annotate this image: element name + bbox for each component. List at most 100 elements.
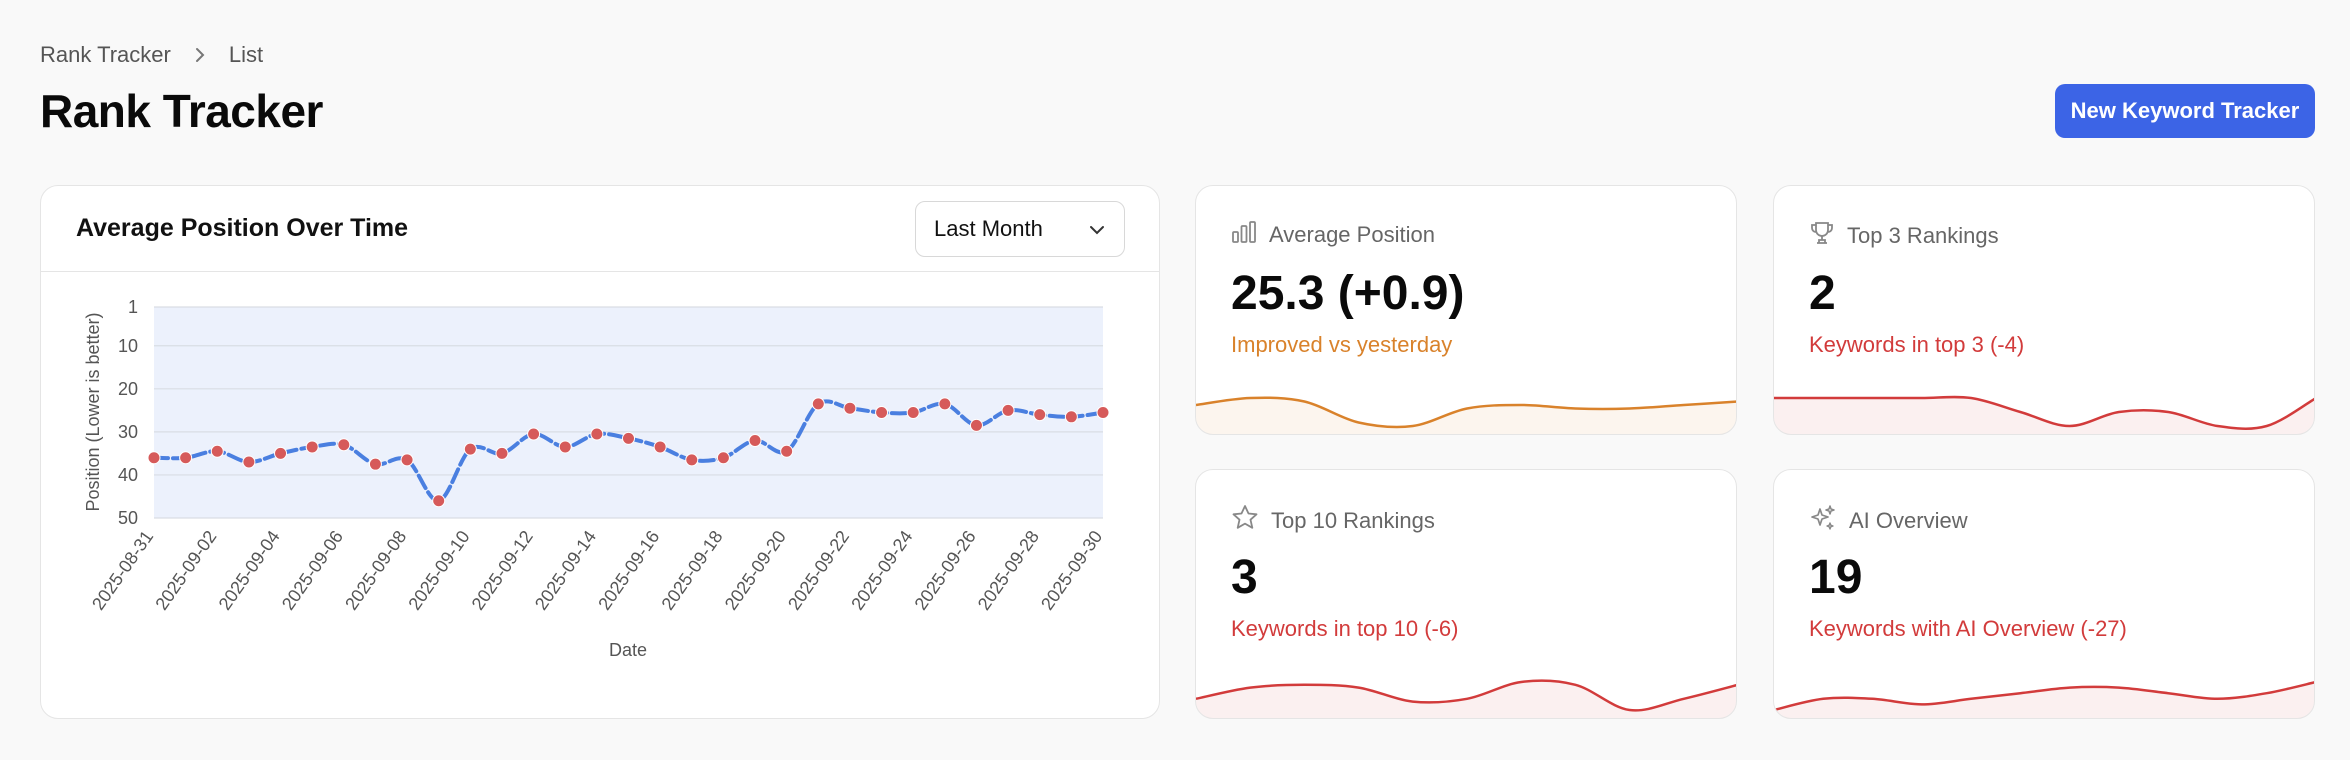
data-point: [653, 440, 667, 454]
average-position-chart-card: Average Position Over Time Last Month 1 1…: [40, 185, 1160, 719]
data-point: [590, 427, 604, 441]
data-point: [432, 494, 446, 508]
stat-card-top-3-rankings: Top 3 Rankings 2 Keywords in top 3 (-4): [1773, 185, 2315, 435]
date-range-select[interactable]: Last Month: [915, 201, 1125, 257]
sparkline-line: [1196, 679, 1736, 712]
x-tick-label: 2025-09-08: [341, 527, 410, 614]
data-point: [337, 438, 351, 452]
date-range-value: Last Month: [934, 216, 1043, 241]
y-tick-label: 30: [118, 422, 138, 442]
x-tick-label: 2025-09-20: [721, 527, 790, 614]
stat-subtext: Improved vs yesterday: [1231, 332, 1453, 357]
data-point: [906, 406, 920, 419]
bar-chart-icon: [1231, 220, 1257, 250]
sparkline-line: [1196, 396, 1736, 429]
x-tick-label: 2025-09-14: [531, 527, 600, 614]
y-tick-label: 1: [128, 297, 138, 317]
stat-subtext: Keywords in top 3 (-4): [1809, 332, 2025, 357]
stat-title: Average Position: [1269, 222, 1435, 247]
chevron-down-icon: [1088, 216, 1106, 242]
chevron-right-icon: [193, 45, 207, 65]
y-tick-label: 50: [118, 508, 138, 528]
sparkline-area: [1774, 682, 2314, 718]
data-point: [1096, 406, 1110, 419]
stat-value: 2: [1809, 267, 1836, 320]
x-tick-label: 2025-09-02: [151, 527, 220, 614]
stat-value: 19: [1809, 551, 1863, 604]
data-point: [274, 446, 288, 460]
y-tick-label: 10: [118, 336, 138, 356]
data-point: [1064, 410, 1078, 424]
trophy-icon: [1809, 220, 1835, 252]
data-point: [527, 427, 541, 441]
x-tick-label: 2025-09-24: [847, 527, 916, 614]
data-point: [179, 451, 193, 465]
sparkline-line: [1774, 395, 2314, 430]
data-point: [811, 397, 825, 411]
breadcrumb-rank-tracker[interactable]: Rank Tracker: [40, 42, 171, 67]
sparkline: [1196, 679, 1736, 718]
data-point: [495, 446, 509, 460]
data-point: [748, 433, 762, 447]
sparkline-area: [1774, 396, 2314, 434]
stat-title: AI Overview: [1849, 508, 1968, 533]
x-axis-label: Date: [609, 640, 647, 660]
x-tick-label: 2025-09-04: [215, 527, 284, 614]
plot-area: [154, 307, 1103, 518]
data-point: [305, 440, 319, 454]
sparkline: [1774, 681, 2314, 718]
x-tick-label: 2025-09-30: [1037, 527, 1106, 614]
data-point: [1001, 403, 1015, 417]
stat-card-ai-overview: AI Overview 19 Keywords with AI Overview…: [1773, 469, 2315, 719]
sparkline: [1196, 396, 1736, 434]
data-point: [875, 406, 889, 419]
sparkline-area: [1196, 397, 1736, 434]
stat-card-top-10-rankings: Top 10 Rankings 3 Keywords in top 10 (-6…: [1195, 469, 1737, 719]
new-keyword-tracker-button[interactable]: New Keyword Tracker: [2055, 84, 2315, 138]
data-point: [147, 451, 161, 465]
data-point: [716, 451, 730, 465]
x-tick-label: 2025-09-22: [784, 527, 853, 614]
stat-title: Top 10 Rankings: [1271, 507, 1435, 533]
chart-card-header: Average Position Over Time Last Month: [41, 186, 1159, 272]
data-point: [1033, 408, 1047, 422]
x-tick-label: 2025-09-12: [468, 527, 537, 614]
x-tick-label: 2025-09-28: [974, 527, 1043, 614]
stat-card-average-position: Average Position 25.3 (+0.9) Improved vs…: [1195, 185, 1737, 435]
star-icon: [1231, 504, 1259, 537]
x-tick-label: 2025-09-18: [657, 527, 726, 614]
page-title: Rank Tracker: [40, 85, 323, 137]
data-point: [843, 401, 857, 415]
x-tick-label: 2025-09-10: [404, 527, 473, 614]
data-point: [622, 431, 635, 445]
y-tick-label: 40: [118, 465, 138, 485]
sparkline: [1774, 395, 2314, 434]
data-point: [780, 444, 794, 458]
stat-subtext: Keywords with AI Overview (-27): [1809, 616, 2127, 641]
data-point: [368, 457, 382, 471]
data-point: [400, 453, 414, 467]
sparkline-line: [1774, 681, 2314, 712]
chart-title: Average Position Over Time: [76, 214, 409, 242]
sparkles-icon: [1809, 504, 1837, 538]
data-point: [969, 418, 983, 432]
x-tick-label: 2025-09-26: [911, 527, 980, 614]
stat-subtext: Keywords in top 10 (-6): [1231, 616, 1459, 641]
stat-value: 3: [1231, 551, 1258, 604]
data-point: [938, 397, 952, 411]
y-tick-label: 20: [118, 379, 138, 399]
x-tick-label: 2025-08-31: [88, 527, 157, 614]
x-tick-label: 2025-09-16: [594, 527, 663, 614]
breadcrumb: Rank Tracker List: [40, 42, 263, 68]
data-point: [463, 442, 477, 456]
x-tick-label: 2025-09-06: [278, 527, 347, 614]
breadcrumb-list: List: [228, 42, 264, 67]
data-point: [685, 453, 699, 467]
data-point: [558, 440, 572, 454]
stat-title: Top 3 Rankings: [1847, 223, 1999, 248]
data-point: [242, 455, 256, 469]
stat-value: 25.3 (+0.9): [1231, 267, 1465, 320]
data-point: [210, 444, 224, 458]
y-axis-label: Position (Lower is better): [83, 312, 103, 511]
